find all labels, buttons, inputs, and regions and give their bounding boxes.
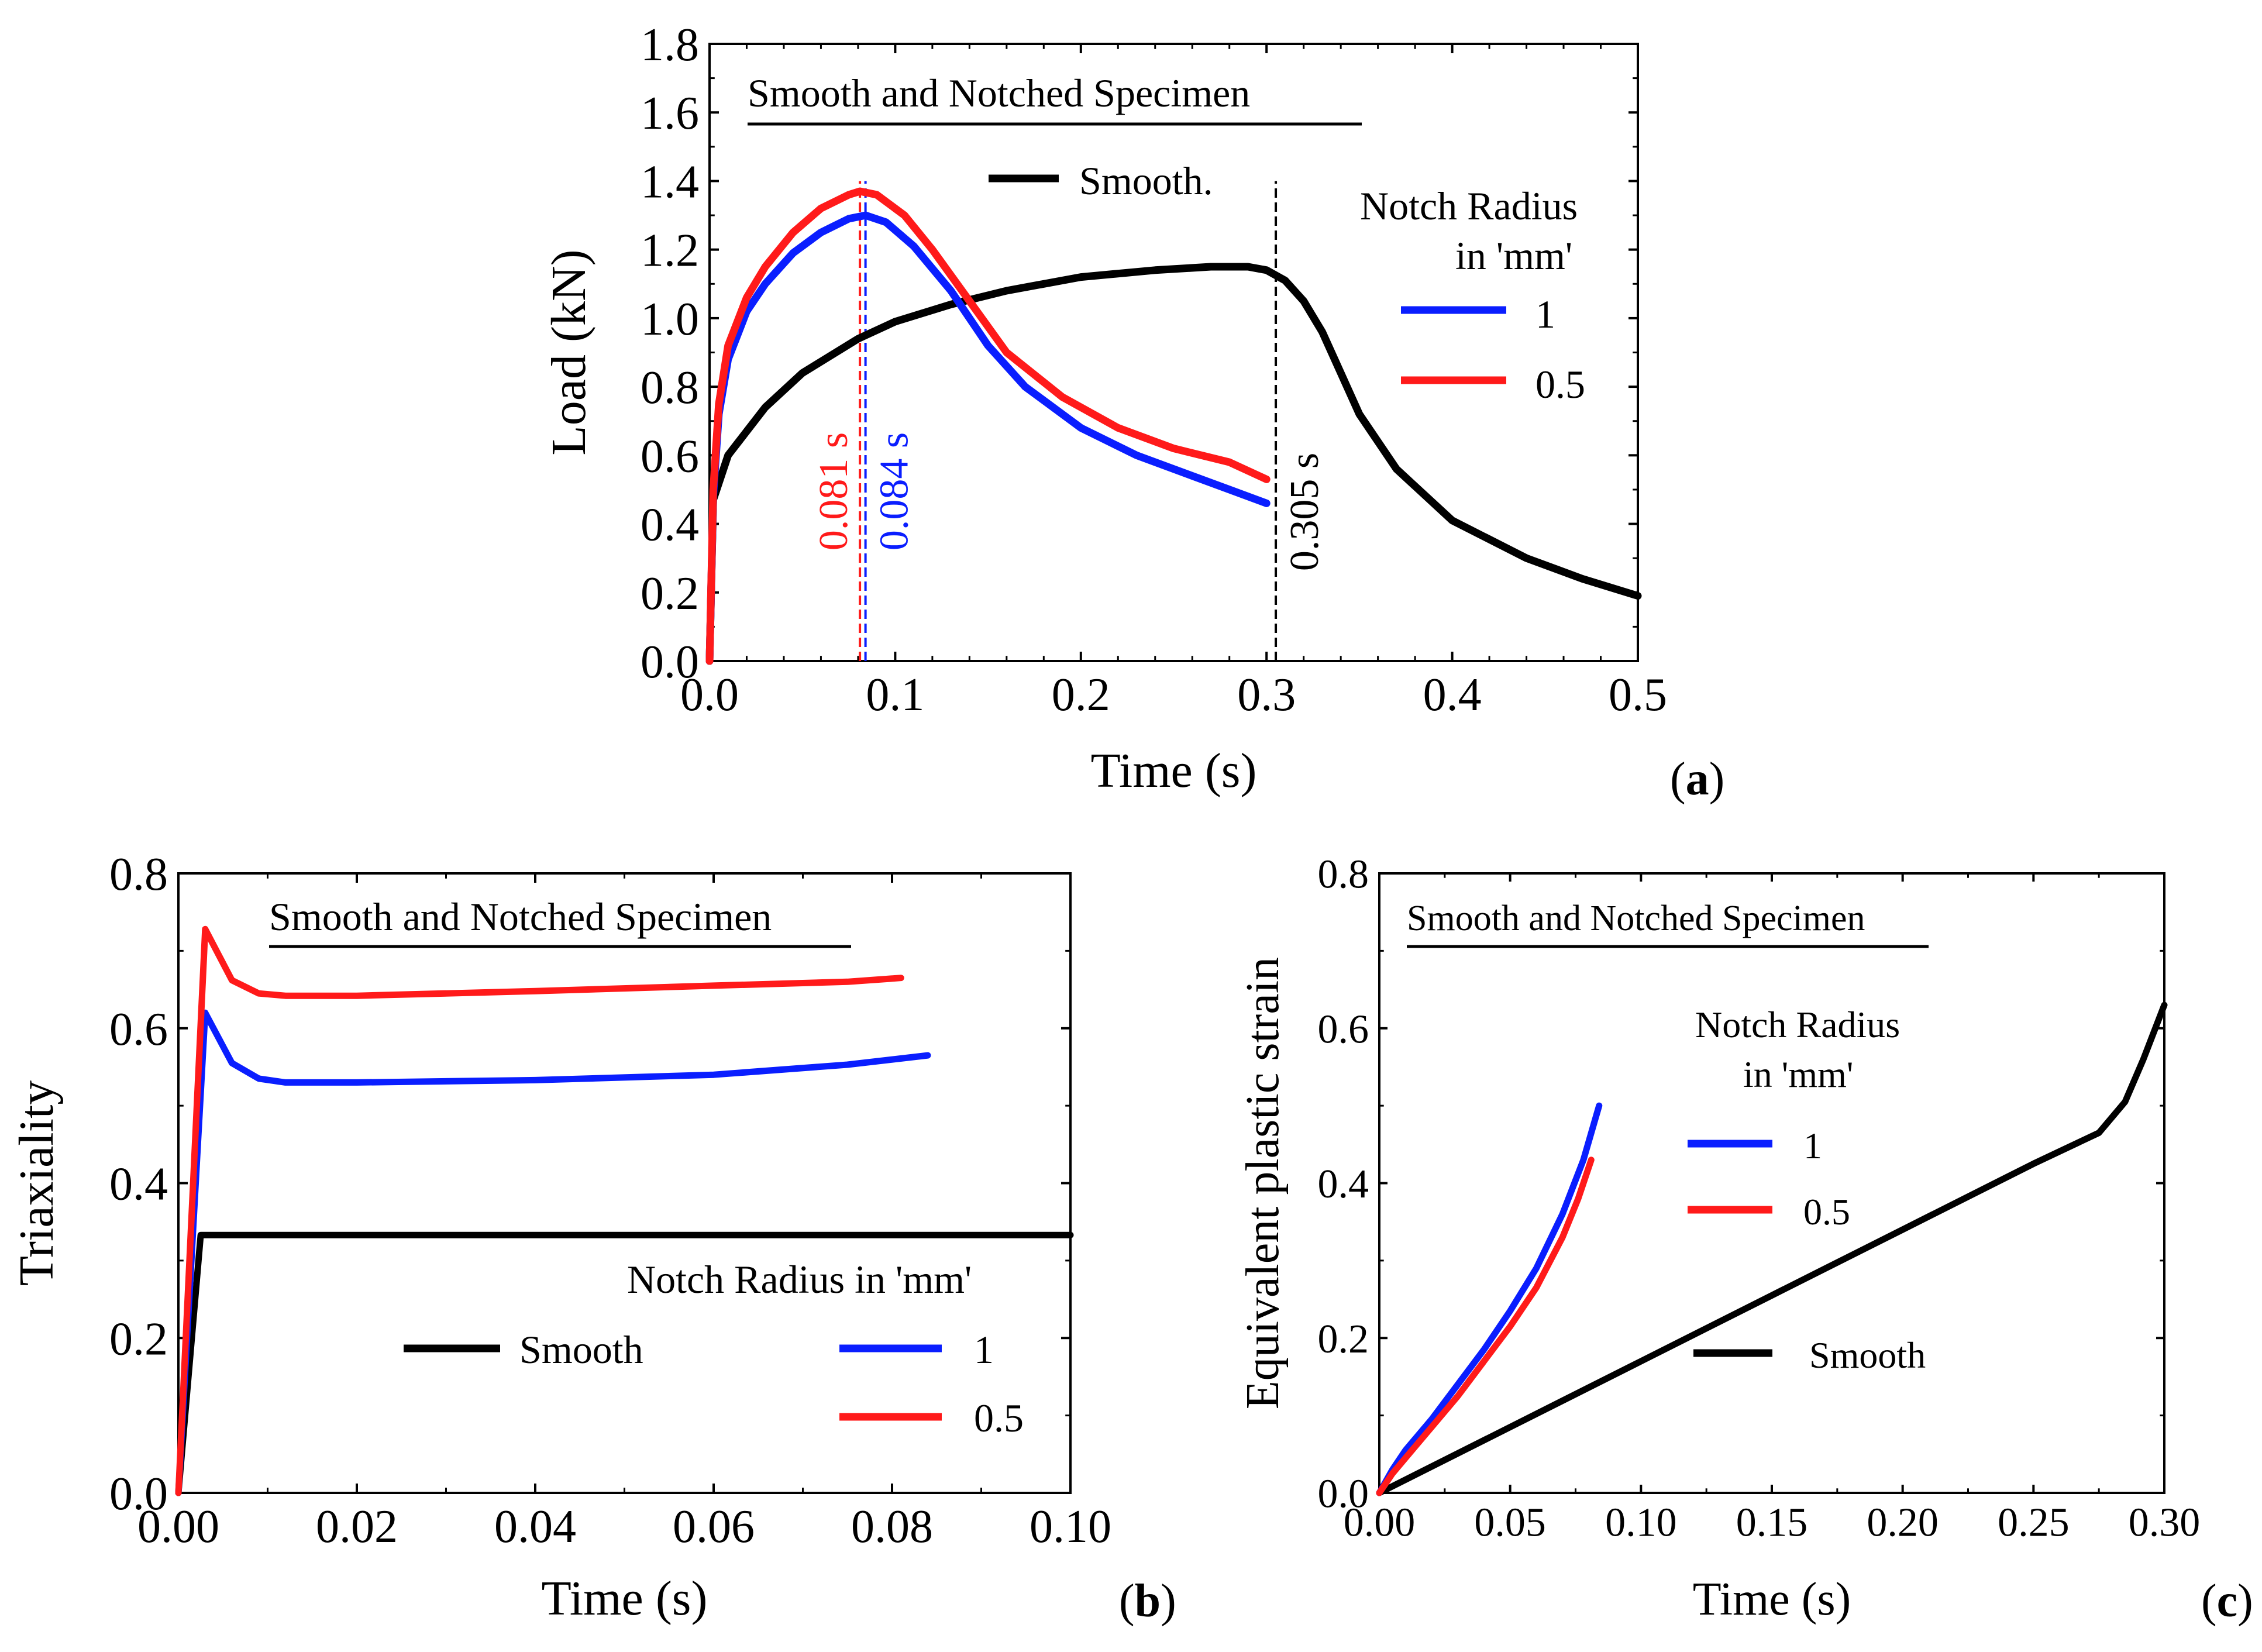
- y-axis-label: Equivalent plastic strain: [1237, 957, 1289, 1409]
- chart-title: Smooth and Notched Specimen: [748, 71, 1250, 115]
- y-tick-label: 0.6: [109, 1004, 168, 1055]
- x-tick-label: 0.00: [1344, 1500, 1416, 1546]
- x-tick-label: 0.25: [1998, 1500, 2070, 1546]
- panel-label-c: (c): [2201, 1575, 2253, 1627]
- y-tick-label: 1.2: [641, 225, 699, 277]
- legend: Notch Radius in 'mm' Smooth. 1 0.5: [989, 159, 1585, 407]
- legend-title: Notch Radius in 'mm': [627, 1257, 972, 1302]
- series-r05-line: [175, 925, 904, 1496]
- x-tick-label: 0.15: [1736, 1500, 1808, 1546]
- chart-b: 0.00 0.02 0.04 0.06 0.08 0.10 0.0 0.2 0.4 0.6 0.8 T…: [9, 849, 1111, 1626]
- x-tick-label: 0.00: [137, 1501, 219, 1553]
- minor-ticks: [178, 873, 1070, 1493]
- y-axis-label: Triaxiality: [9, 1080, 64, 1286]
- y-tick-label: 0.8: [1318, 852, 1369, 897]
- y-tick-label: 0.4: [641, 500, 699, 551]
- x-tick-label: 0.06: [673, 1501, 755, 1553]
- legend-label: 0.5: [974, 1396, 1024, 1440]
- legend-label: 1: [1803, 1125, 1822, 1166]
- legend-label: 1: [974, 1327, 994, 1372]
- legend-label: Smooth: [519, 1327, 643, 1372]
- y-tick-label: 0.8: [641, 362, 699, 414]
- legend-label: Smooth: [1809, 1334, 1926, 1376]
- x-tick-label: 0.0: [680, 669, 739, 721]
- legend-title: in 'mm': [1743, 1054, 1853, 1095]
- x-tick-label: 0.20: [1867, 1500, 1939, 1546]
- series-r05-line: [705, 187, 1271, 665]
- legend-label: 0.5: [1803, 1191, 1850, 1233]
- x-tick-label: 0.10: [1030, 1501, 1111, 1553]
- y-tick-label: 0.2: [641, 568, 699, 619]
- series-group: [175, 925, 1074, 1496]
- x-axis-label: Time (s): [1693, 1574, 1851, 1625]
- y-tick-label: 0.0: [109, 1468, 168, 1520]
- series-r05-line: [1376, 1157, 1595, 1496]
- legend-title: in 'mm': [1455, 233, 1572, 278]
- legend: Notch Radius in 'mm' 1 0.5 Smooth: [1688, 1004, 1926, 1376]
- chart-title: Smooth and Notched Specimen: [269, 894, 772, 939]
- legend-label: 1: [1535, 292, 1555, 336]
- y-tick-label: 1.4: [641, 156, 699, 208]
- y-tick-label: 0.2: [109, 1313, 168, 1365]
- y-tick-label: 1.0: [641, 294, 699, 345]
- x-tick-label: 0.30: [2129, 1500, 2201, 1546]
- y-tick-label: 0.2: [1318, 1317, 1369, 1362]
- series-r1-line: [705, 211, 1271, 665]
- x-axis-label: Time (s): [1091, 744, 1257, 798]
- legend-label: Smooth.: [1079, 159, 1213, 203]
- x-tick-label: 0.08: [851, 1501, 933, 1553]
- x-axis-label: Time (s): [542, 1571, 708, 1626]
- x-tick-label: 0.2: [1052, 669, 1110, 721]
- x-tick-label: 0.1: [866, 669, 924, 721]
- y-tick-label: 0.0: [1318, 1472, 1369, 1517]
- series-smooth-line: [705, 263, 1642, 665]
- plot-frame: [708, 43, 1639, 662]
- y-tick-label: 1.8: [641, 19, 699, 71]
- series-group: [705, 187, 1642, 665]
- legend-title: Notch Radius: [1695, 1004, 1900, 1045]
- legend: Notch Radius in 'mm' Smooth 1 0.5: [404, 1257, 1024, 1440]
- x-tick-label: 0.02: [316, 1501, 398, 1553]
- vline-label-2: 0.305 s: [1282, 453, 1327, 571]
- vline-label-1: 0.084 s: [872, 432, 917, 550]
- x-tick-label: 0.5: [1609, 669, 1667, 721]
- y-tick-label: 0.6: [641, 431, 699, 482]
- y-tick-label: 0.4: [109, 1159, 168, 1210]
- vline-label-0: 0.081 s: [811, 432, 856, 550]
- series-smooth-line: [1376, 1001, 2168, 1496]
- plot-frame: [1378, 872, 2165, 1494]
- x-tick-label: 0.3: [1237, 669, 1296, 721]
- y-tick-label: 1.6: [641, 88, 699, 139]
- chart-a: 0.0 0.1 0.2 0.3 0.4 0.5 0.0 0.2 0.4 0.6 0.8 1.0 1.2 1…: [542, 19, 1667, 798]
- series-group: [1376, 1001, 2168, 1496]
- series-r1-line: [175, 1009, 931, 1496]
- panel-label-a: (a): [1670, 753, 1725, 805]
- panel-label-b: (b): [1119, 1575, 1176, 1627]
- minor-ticks: [1379, 873, 2164, 1493]
- y-axis-label: Load (kN): [542, 249, 596, 455]
- y-tick-label: 0.8: [109, 849, 168, 900]
- minor-ticks: [710, 44, 1638, 661]
- series-r1-line: [1376, 1102, 1603, 1496]
- series-smooth-line: [175, 1231, 1074, 1496]
- y-tick-label: 0.4: [1318, 1162, 1369, 1207]
- chart-title: Smooth and Notched Specimen: [1407, 899, 1865, 938]
- legend-title: Notch Radius: [1360, 184, 1578, 228]
- x-tick-label: 0.4: [1423, 669, 1482, 721]
- y-tick-label: 0.6: [1318, 1007, 1369, 1052]
- x-tick-label: 0.04: [494, 1501, 576, 1553]
- y-tick-label: 0.0: [641, 636, 699, 688]
- legend-label: 0.5: [1535, 362, 1585, 407]
- chart-c: 0.00 0.05 0.10 0.15 0.20 0.25 0.30 0.0 0.2 0.4 0.6…: [1237, 852, 2200, 1626]
- x-tick-label: 0.10: [1605, 1500, 1677, 1546]
- x-tick-label: 0.05: [1474, 1500, 1546, 1546]
- plot-frame: [177, 872, 1072, 1494]
